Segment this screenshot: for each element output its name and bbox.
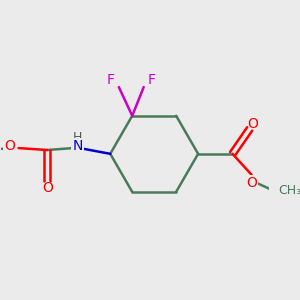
Text: O: O: [247, 117, 258, 131]
Text: N: N: [73, 139, 83, 153]
Text: F: F: [106, 73, 114, 87]
Text: CH₃: CH₃: [278, 184, 300, 196]
Text: O: O: [42, 181, 53, 195]
Text: H: H: [73, 131, 83, 144]
Text: O: O: [246, 176, 257, 190]
Text: F: F: [147, 73, 155, 87]
Text: O: O: [5, 139, 16, 153]
